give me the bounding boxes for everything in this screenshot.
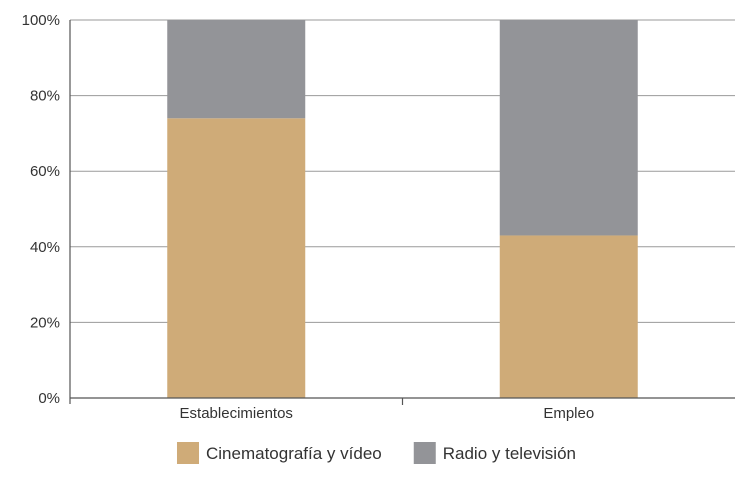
x-category-label: Empleo bbox=[543, 405, 594, 422]
legend: Cinematografía y vídeo Radio y televisión bbox=[176, 442, 576, 464]
legend-swatch bbox=[413, 442, 436, 464]
legend-item: Cinematografía y vídeo bbox=[176, 442, 382, 464]
bar-segment bbox=[499, 235, 638, 398]
x-category-label: Establecimientos bbox=[180, 405, 293, 422]
legend-swatch bbox=[176, 442, 199, 464]
axes: 0% 20% 40% 60% 80% 100% Establecimientos Empleo bbox=[22, 12, 735, 422]
legend-item: Radio y televisión bbox=[413, 442, 576, 464]
y-tick-label: 20% bbox=[30, 314, 60, 331]
bar-segment bbox=[167, 20, 306, 119]
legend-label: Radio y televisión bbox=[443, 444, 576, 463]
bars bbox=[167, 20, 638, 398]
bar-segment bbox=[499, 20, 638, 236]
legend-label: Cinematografía y vídeo bbox=[206, 444, 382, 463]
y-tick-label: 80% bbox=[30, 88, 60, 105]
bar-segment bbox=[167, 118, 306, 398]
y-tick-label: 40% bbox=[30, 239, 60, 256]
y-tick-label: 100% bbox=[22, 12, 60, 29]
y-tick-label: 60% bbox=[30, 163, 60, 180]
y-tick-label: 0% bbox=[38, 390, 60, 407]
